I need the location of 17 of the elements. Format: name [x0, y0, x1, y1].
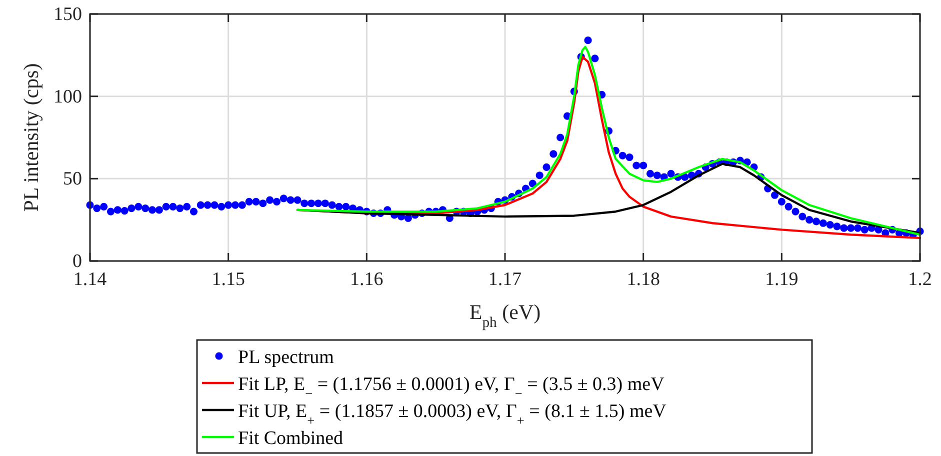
y-axis-title: PL intensity (cps): [19, 63, 43, 212]
x-tick-label: 1.2: [908, 269, 932, 290]
x-tick-label: 1.15: [212, 269, 245, 290]
y-tick-label: 100: [54, 86, 82, 108]
x-tick-label: 1.18: [626, 269, 660, 290]
x-tick-label: 1.16: [350, 269, 384, 290]
x-axis-title: E$_{ph}$ (eV): [469, 300, 541, 331]
x-tick-label: 1.19: [765, 269, 798, 290]
legend-label: Fit Combined: [238, 428, 344, 449]
legend-label: Fit UP, E$_{+}$ = (1.1857 ± 0.0003) eV, Γ$_{+}$ = (8.1 ± 1.5) meV: [238, 401, 667, 428]
x-tick-label: 1.17: [488, 269, 522, 290]
x-tick-label: 1.14: [73, 269, 108, 290]
y-tick-label: 150: [54, 4, 82, 25]
legend-label: PL spectrum: [238, 347, 334, 368]
y-tick-label: 0: [72, 251, 82, 272]
y-tick-label: 50: [63, 168, 82, 190]
legend-label: Fit LP, E$_{−}$ = (1.1756 ± 0.0001) eV, Γ$_{−}$ = (3.5 ± 0.3) meV: [238, 374, 665, 400]
